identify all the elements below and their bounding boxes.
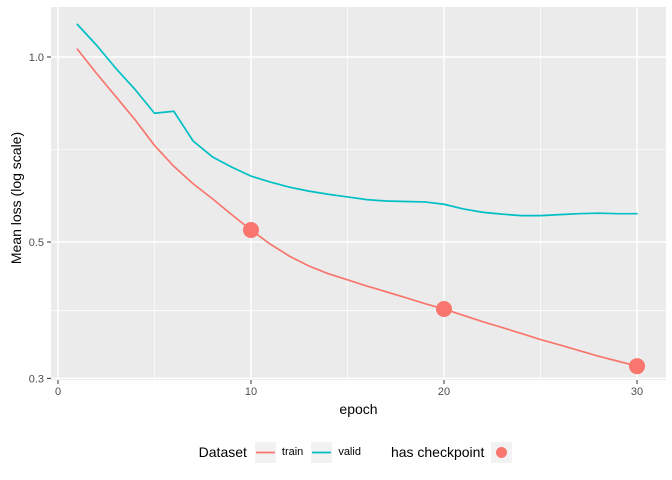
legend-key-checkpoint: [491, 441, 513, 463]
y-tick-label: 1.0: [29, 52, 44, 64]
y-axis-title: Mean loss (log scale): [8, 131, 24, 265]
x-tick-label: 30: [631, 386, 643, 398]
series-line-train: [76, 48, 638, 368]
train-line-icon: [255, 451, 275, 453]
x-axis-title: epoch: [339, 401, 378, 417]
series-line-valid: [76, 23, 638, 217]
x-tick-label: 10: [245, 386, 257, 398]
legend-label-train: train: [281, 446, 304, 458]
legend-title-has-checkpoint: has checkpoint: [390, 444, 485, 460]
checkpoint-point: [436, 301, 452, 318]
valid-line-icon: [312, 451, 332, 453]
x-tick-label: 20: [438, 386, 450, 398]
panel-background: [51, 7, 666, 380]
x-tick-label: 0: [55, 386, 61, 398]
legend-key-valid: [311, 441, 333, 463]
checkpoint-point: [243, 222, 259, 239]
legend-label-valid: valid: [338, 446, 361, 458]
y-tick-label: 0.5: [29, 237, 44, 249]
legend-key-train: [254, 441, 276, 463]
legend: Dataset train valid has checkpoint: [51, 441, 666, 463]
legend-title-dataset: Dataset: [198, 444, 247, 460]
checkpoint-dot-icon: [496, 446, 508, 458]
checkpoint-point: [629, 358, 645, 375]
y-tick-label: 0.3: [29, 373, 44, 385]
